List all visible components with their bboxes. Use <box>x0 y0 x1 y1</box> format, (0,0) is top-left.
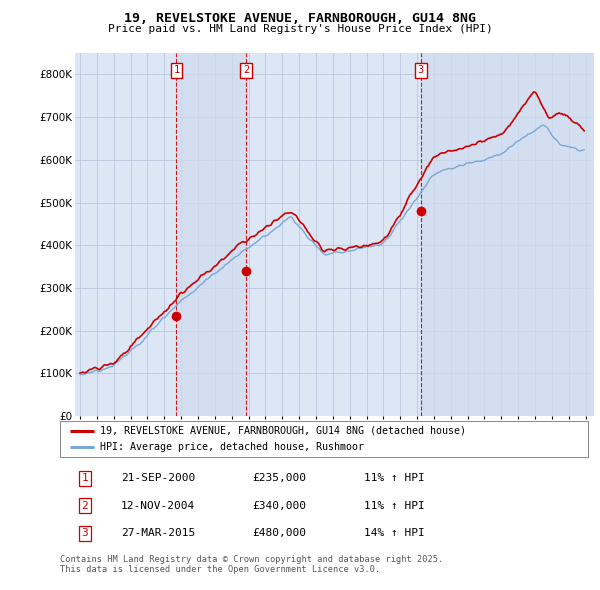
Text: 19, REVELSTOKE AVENUE, FARNBOROUGH, GU14 8NG: 19, REVELSTOKE AVENUE, FARNBOROUGH, GU14… <box>124 12 476 25</box>
Text: 1: 1 <box>82 474 88 483</box>
Text: 11% ↑ HPI: 11% ↑ HPI <box>364 474 424 483</box>
Text: 14% ↑ HPI: 14% ↑ HPI <box>364 529 424 538</box>
Text: 21-SEP-2000: 21-SEP-2000 <box>121 474 195 483</box>
Text: 2: 2 <box>82 501 88 511</box>
Text: HPI: Average price, detached house, Rushmoor: HPI: Average price, detached house, Rush… <box>100 442 364 453</box>
Text: £340,000: £340,000 <box>253 501 307 511</box>
Text: 3: 3 <box>418 65 424 75</box>
Text: £235,000: £235,000 <box>253 474 307 483</box>
Text: 19, REVELSTOKE AVENUE, FARNBOROUGH, GU14 8NG (detached house): 19, REVELSTOKE AVENUE, FARNBOROUGH, GU14… <box>100 425 466 435</box>
Text: 12-NOV-2004: 12-NOV-2004 <box>121 501 195 511</box>
Text: 27-MAR-2015: 27-MAR-2015 <box>121 529 195 538</box>
Text: £480,000: £480,000 <box>253 529 307 538</box>
Text: 11% ↑ HPI: 11% ↑ HPI <box>364 501 424 511</box>
Text: 2: 2 <box>243 65 250 75</box>
Bar <box>421 53 594 416</box>
Text: 3: 3 <box>82 529 88 538</box>
Text: Price paid vs. HM Land Registry's House Price Index (HPI): Price paid vs. HM Land Registry's House … <box>107 24 493 34</box>
Text: 1: 1 <box>173 65 179 75</box>
Text: Contains HM Land Registry data © Crown copyright and database right 2025.
This d: Contains HM Land Registry data © Crown c… <box>60 555 443 574</box>
Bar <box>176 53 246 416</box>
